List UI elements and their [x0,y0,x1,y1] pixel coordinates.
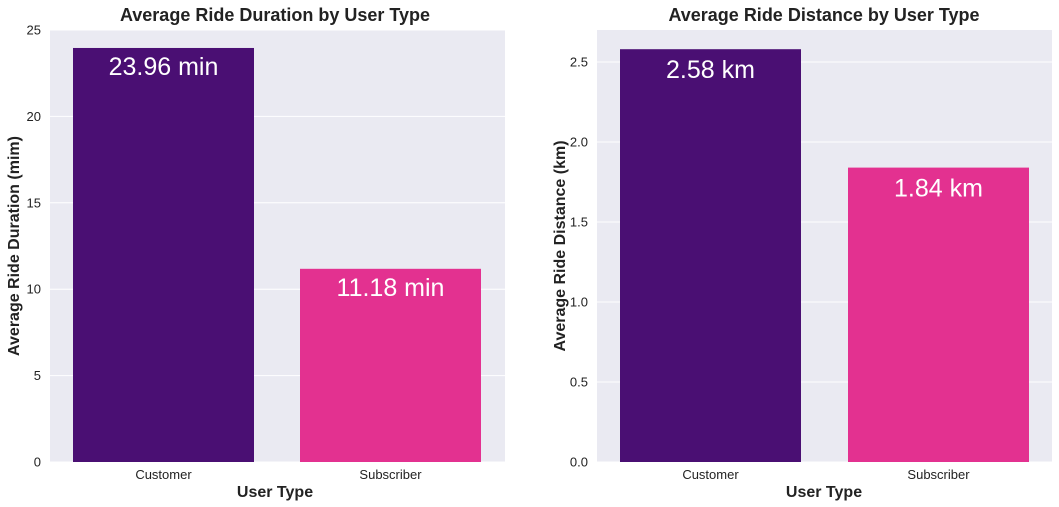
chart-title-distance: Average Ride Distance by User Type [668,5,979,25]
x-axis-label-duration: User Type [237,484,313,501]
y-tick-label-duration: 25 [27,23,41,38]
bar-subscriber [848,167,1029,462]
bar-customer [620,49,801,462]
x-tick-label-customer: Customer [135,467,192,482]
chart-title-duration: Average Ride Duration by User Type [120,5,430,25]
bar-value-label: 1.84 km [894,175,983,203]
y-tick-label-distance: 0.5 [570,375,588,390]
x-tick-label-subscriber: Subscriber [907,467,970,482]
bar-value-label: 2.58 km [666,56,755,84]
chart-distance: 2.58 km 1.84 km 0.0 0.5 1.0 1.5 2.0 2.5 Custom… [552,5,1052,501]
y-tick-label-duration: 0 [34,455,41,470]
yticks-distance: 0.0 0.5 1.0 1.5 2.0 2.5 [570,55,588,470]
bars-distance: 2.58 km 1.84 km [620,49,1029,462]
bar-customer [73,47,254,463]
x-tick-label-customer: Customer [682,467,739,482]
y-tick-label-duration: 20 [27,109,41,124]
y-tick-label-distance: 2.0 [570,135,588,150]
xticks-duration: Customer Subscriber [135,467,422,482]
y-axis-label-duration: Average Ride Duration (mim) [6,136,23,356]
y-tick-label-duration: 15 [27,195,41,210]
y-tick-label-distance: 2.5 [570,55,588,70]
bar-value-label: 11.18 min [337,274,445,302]
y-tick-label-distance: 0.0 [570,455,588,470]
y-tick-label-distance: 1.5 [570,215,588,230]
x-tick-label-subscriber: Subscriber [359,467,422,482]
y-axis-label-distance: Average Ride Distance (km) [552,140,569,351]
bar-value-label: 23.96 min [109,53,219,81]
y-tick-label-duration: 5 [34,368,41,383]
y-tick-label-duration: 10 [27,282,41,297]
x-axis-label-distance: User Type [786,484,862,501]
y-tick-label-distance: 1.0 [570,295,588,310]
bars-duration: 23.96 min 11.18 min [73,47,481,463]
yticks-duration: 0 5 10 15 20 25 [27,23,41,470]
xticks-distance: Customer Subscriber [682,467,970,482]
bar-subscriber [300,268,481,462]
chart-duration: 23.96 min 11.18 min 0 5 10 15 20 25 Customer Su… [6,5,505,501]
